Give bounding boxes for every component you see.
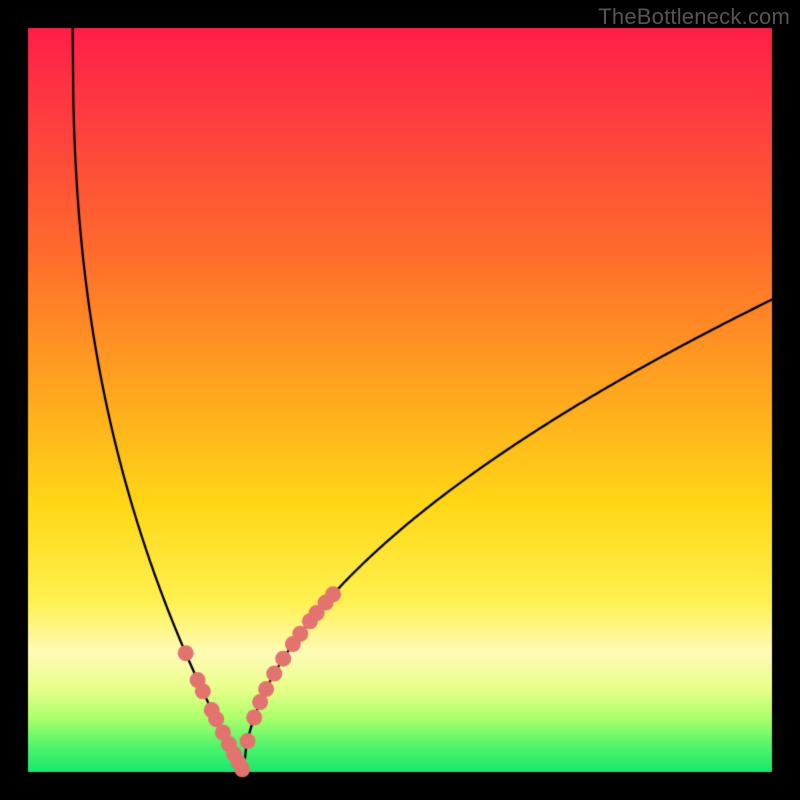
chart-stage: TheBottleneck.com: [0, 0, 800, 800]
gradient-notch-chart: [0, 0, 800, 800]
